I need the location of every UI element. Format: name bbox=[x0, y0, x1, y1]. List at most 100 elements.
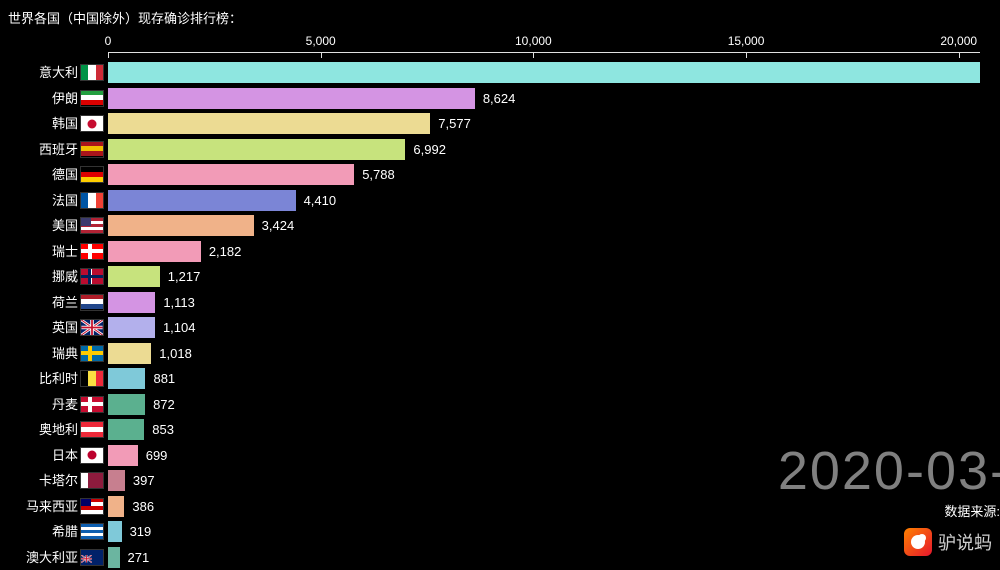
bar bbox=[108, 521, 122, 542]
value-label: 1,018 bbox=[159, 341, 192, 366]
bar bbox=[108, 215, 254, 236]
bar bbox=[108, 62, 980, 83]
value-label: 8,624 bbox=[483, 86, 516, 111]
bar bbox=[108, 496, 124, 517]
country-label: 马来西亚 bbox=[0, 494, 78, 519]
value-label: 2,182 bbox=[209, 239, 242, 264]
x-tick-label: 5,000 bbox=[306, 34, 336, 48]
x-tick-mark bbox=[746, 52, 747, 58]
bar-row: 荷兰1,113 bbox=[80, 290, 980, 315]
chart-title: 世界各国（中国除外）现存确诊排行榜： bbox=[8, 8, 242, 27]
bar bbox=[108, 241, 201, 262]
bar bbox=[108, 139, 405, 160]
bar-row: 比利时881 bbox=[80, 366, 980, 391]
bar bbox=[108, 547, 120, 568]
flag-icon bbox=[80, 268, 104, 285]
country-label: 荷兰 bbox=[0, 290, 78, 315]
bar-row: 法国4,410 bbox=[80, 188, 980, 213]
x-tick-mark bbox=[959, 52, 960, 58]
country-label: 意大利 bbox=[0, 60, 78, 85]
x-tick-mark bbox=[533, 52, 534, 58]
value-label: 4,410 bbox=[304, 188, 337, 213]
bar bbox=[108, 470, 125, 491]
bar-row: 澳大利亚271 bbox=[80, 545, 980, 570]
bar-row: 美国3,424 bbox=[80, 213, 980, 238]
bar-row: 瑞典1,018 bbox=[80, 341, 980, 366]
bar-row: 韩国7,577 bbox=[80, 111, 980, 136]
value-label: 3,424 bbox=[262, 213, 295, 238]
value-label: 6,992 bbox=[413, 137, 446, 162]
bar-row: 意大利 bbox=[80, 60, 980, 85]
value-label: 397 bbox=[133, 468, 155, 493]
bar bbox=[108, 394, 145, 415]
country-label: 挪威 bbox=[0, 264, 78, 289]
bar-row: 德国5,788 bbox=[80, 162, 980, 187]
x-tick-label: 0 bbox=[105, 34, 112, 48]
flag-icon bbox=[80, 498, 104, 515]
value-label: 1,104 bbox=[163, 315, 196, 340]
flag-icon bbox=[80, 523, 104, 540]
bar bbox=[108, 419, 144, 440]
flag-icon bbox=[80, 115, 104, 132]
country-label: 澳大利亚 bbox=[0, 545, 78, 570]
country-label: 伊朗 bbox=[0, 86, 78, 111]
axis-line bbox=[108, 52, 980, 53]
bar bbox=[108, 113, 430, 134]
bar-row: 瑞士2,182 bbox=[80, 239, 980, 264]
flag-icon bbox=[80, 90, 104, 107]
bar bbox=[108, 266, 160, 287]
x-axis: 05,00010,00015,00020,000 bbox=[108, 34, 980, 52]
bar bbox=[108, 164, 354, 185]
x-tick-label: 20,000 bbox=[940, 34, 977, 48]
watermark-text: 驴说蚂 bbox=[938, 529, 992, 555]
bar bbox=[108, 88, 475, 109]
value-label: 271 bbox=[128, 545, 150, 570]
bar bbox=[108, 368, 145, 389]
value-label: 853 bbox=[152, 417, 174, 442]
bar bbox=[108, 317, 155, 338]
flag-icon bbox=[80, 370, 104, 387]
bar bbox=[108, 343, 151, 364]
value-label: 1,113 bbox=[163, 290, 195, 315]
value-label: 881 bbox=[153, 366, 175, 391]
value-label: 872 bbox=[153, 392, 175, 417]
bar-row: 奥地利853 bbox=[80, 417, 980, 442]
country-label: 法国 bbox=[0, 188, 78, 213]
date-stamp: 2020-03- bbox=[778, 440, 1000, 502]
flag-icon bbox=[80, 192, 104, 209]
flag-icon bbox=[80, 166, 104, 183]
value-label: 1,217 bbox=[168, 264, 201, 289]
country-label: 美国 bbox=[0, 213, 78, 238]
x-tick-mark bbox=[108, 52, 109, 58]
value-label: 7,577 bbox=[438, 111, 471, 136]
country-label: 丹麦 bbox=[0, 392, 78, 417]
flag-icon bbox=[80, 217, 104, 234]
x-tick-label: 10,000 bbox=[515, 34, 552, 48]
bar-row: 挪威1,217 bbox=[80, 264, 980, 289]
flag-icon bbox=[80, 549, 104, 566]
watermark: 驴说蚂 bbox=[904, 528, 992, 556]
bar bbox=[108, 445, 138, 466]
bar bbox=[108, 292, 155, 313]
country-label: 瑞士 bbox=[0, 239, 78, 264]
flag-icon bbox=[80, 472, 104, 489]
data-source-label: 数据来源: bbox=[944, 501, 1000, 520]
flag-icon bbox=[80, 396, 104, 413]
flag-icon bbox=[80, 345, 104, 362]
country-label: 韩国 bbox=[0, 111, 78, 136]
bar-row: 英国1,104 bbox=[80, 315, 980, 340]
value-label: 319 bbox=[130, 519, 152, 544]
country-label: 西班牙 bbox=[0, 137, 78, 162]
country-label: 英国 bbox=[0, 315, 78, 340]
flag-icon bbox=[80, 319, 104, 336]
flag-icon bbox=[80, 421, 104, 438]
flag-icon bbox=[80, 447, 104, 464]
bar-row: 伊朗8,624 bbox=[80, 86, 980, 111]
bar-row: 西班牙6,992 bbox=[80, 137, 980, 162]
value-label: 699 bbox=[146, 443, 168, 468]
bar bbox=[108, 190, 296, 211]
country-label: 卡塔尔 bbox=[0, 468, 78, 493]
value-label: 386 bbox=[132, 494, 154, 519]
weibo-icon bbox=[904, 528, 932, 556]
country-label: 希腊 bbox=[0, 519, 78, 544]
